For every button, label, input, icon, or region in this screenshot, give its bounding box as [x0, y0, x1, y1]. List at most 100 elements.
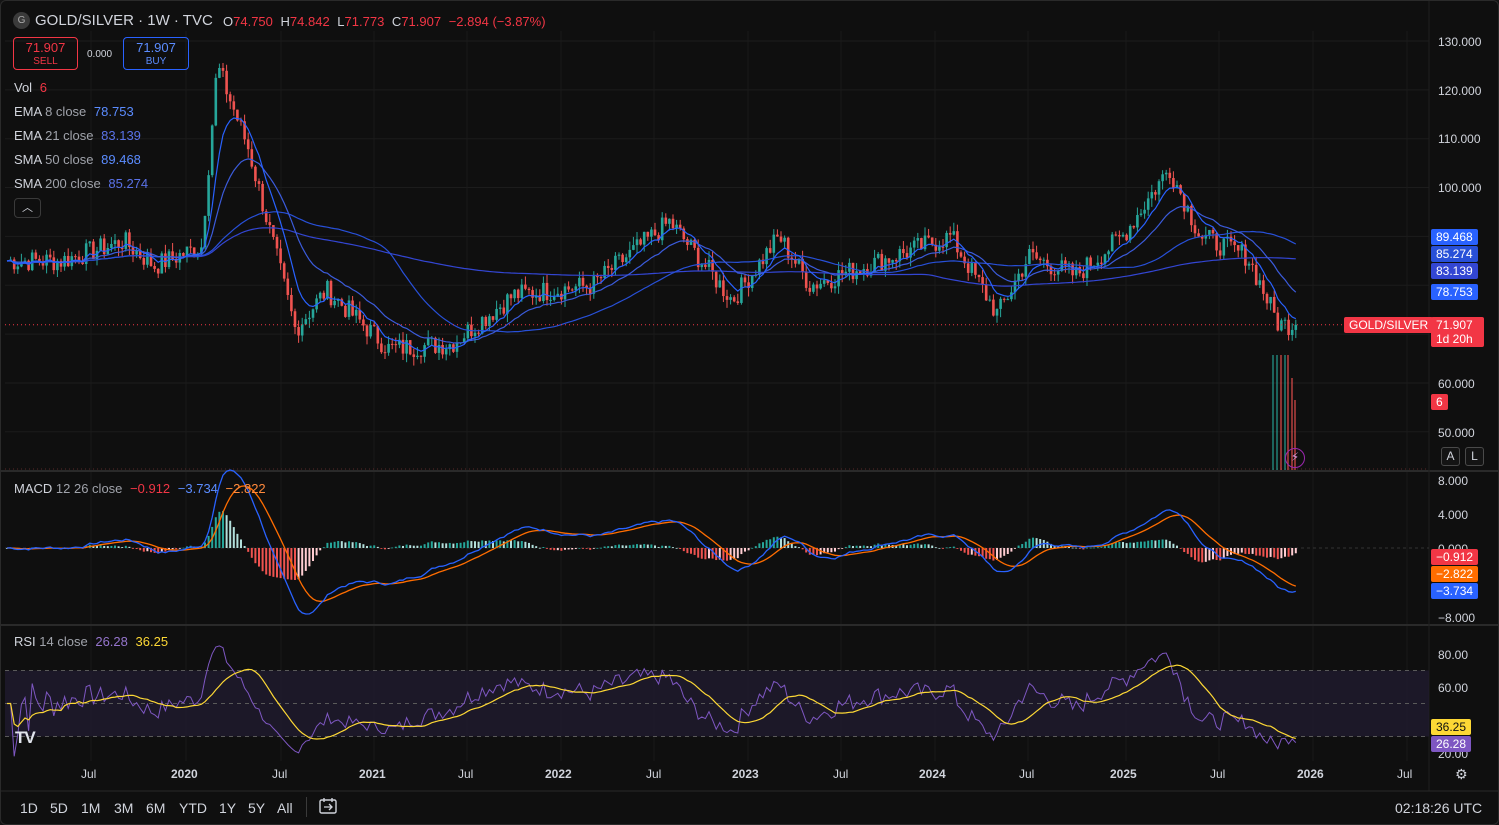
candle-body	[462, 338, 466, 343]
legend-volume[interactable]: Vol 6	[14, 80, 47, 95]
timeframe-all[interactable]: All	[277, 800, 293, 816]
volume-bar	[1272, 355, 1274, 470]
candle-body	[732, 297, 736, 302]
buy-button[interactable]: 71.907 BUY	[123, 37, 189, 70]
macd-histogram-bar	[625, 545, 628, 548]
candle-body	[761, 259, 765, 265]
candle-body	[930, 237, 934, 245]
legend-ema21[interactable]: EMA 21 close 83.139	[14, 128, 141, 143]
price-axis-label: 50.000	[1438, 426, 1475, 440]
legend-rsi-value: 26.28	[95, 634, 128, 649]
macd-histogram-bar	[308, 548, 311, 567]
candle-body	[1197, 233, 1200, 237]
candle-body	[354, 309, 358, 316]
candle-body	[383, 352, 387, 354]
candle-body	[246, 139, 250, 150]
legend-sma200[interactable]: SMA 200 close 85.274	[14, 176, 148, 191]
timeframe-5y[interactable]: 5Y	[248, 800, 266, 816]
candle-body	[549, 299, 552, 301]
timeframe-1d[interactable]: 1D	[20, 800, 38, 816]
symbol-title[interactable]: GOLD/SILVER · 1W · TVC	[35, 12, 213, 29]
candle-body	[603, 265, 606, 278]
ohlc-low-value: 71.773	[344, 14, 385, 29]
macd-histogram-bar	[556, 548, 559, 551]
macd-histogram-bar	[1291, 548, 1294, 556]
candle-body	[1100, 262, 1103, 264]
sma50-price-tag: 89.468	[1431, 229, 1478, 245]
candle-body	[52, 257, 56, 271]
time-axis-label: 2020	[171, 767, 198, 781]
macd-histogram-bar	[1161, 539, 1164, 548]
candle-body	[232, 101, 236, 110]
lightning-icon[interactable]: ⚡	[1285, 448, 1305, 468]
macd-histogram-bar	[225, 515, 228, 548]
auto-scale-button[interactable]: A	[1441, 447, 1460, 466]
candle-body	[1290, 329, 1294, 336]
time-axis-label: 2024	[919, 767, 946, 781]
macd-histogram-bar	[175, 548, 178, 550]
price-axis-label: 120.000	[1438, 84, 1482, 98]
candle-body	[110, 243, 113, 248]
collapse-legend-button[interactable]: ︿	[14, 198, 41, 218]
macd-histogram-bar	[1197, 548, 1200, 562]
timeframe-5d[interactable]: 5D	[50, 800, 68, 816]
macd-histogram-bar	[909, 544, 912, 548]
buy-label: BUY	[145, 56, 167, 67]
utc-clock[interactable]: 02:18:26 UTC	[1395, 800, 1483, 816]
macd-histogram-bar	[142, 548, 145, 552]
candle-body	[599, 277, 603, 279]
legend-macd[interactable]: MACD 12 26 close −0.912 −3.734 −2.822	[14, 481, 266, 496]
log-scale-button[interactable]: L	[1465, 447, 1484, 466]
candle-body	[880, 253, 884, 271]
legend-ema8[interactable]: EMA 8 close 78.753	[14, 104, 134, 119]
macd-histogram-bar	[423, 544, 426, 548]
time-axis-label: Jul	[833, 767, 849, 781]
candle-body	[401, 339, 405, 354]
legend-macd-params: 12 26 close	[55, 481, 123, 496]
timeframe-6m[interactable]: 6M	[146, 800, 166, 816]
candle-body	[1132, 225, 1136, 228]
macd-histogram-bar	[1104, 546, 1106, 548]
macd-histogram-bar	[1219, 548, 1222, 561]
macd-histogram-bar	[157, 548, 160, 554]
settings-gear-icon[interactable]: ⚙	[1455, 766, 1468, 782]
candle-body	[1128, 225, 1132, 241]
candle-body	[934, 244, 938, 251]
macd-histogram-bar	[445, 543, 448, 548]
candle-body	[650, 229, 653, 237]
macd-histogram-bar	[1068, 546, 1070, 548]
candle-body	[41, 262, 45, 266]
macd-histogram-bar	[250, 548, 253, 558]
macd-histogram-bar	[844, 546, 847, 548]
legend-volume-value: 6	[39, 80, 47, 95]
macd-histogram-bar	[949, 547, 952, 548]
macd-histogram-bar	[1233, 548, 1236, 555]
timeframe-1m[interactable]: 1M	[81, 800, 101, 816]
candle-body	[203, 215, 207, 248]
candle-body	[714, 271, 718, 288]
macd-histogram-bar	[945, 547, 948, 549]
candle-body	[912, 240, 916, 248]
legend-sma50[interactable]: SMA 50 close 89.468	[14, 152, 141, 167]
candle-body	[372, 325, 376, 327]
candle-body	[250, 149, 254, 167]
macd-histogram-bar	[481, 540, 484, 548]
macd-histogram-bar	[1032, 537, 1034, 548]
calendar-range-icon[interactable]	[318, 796, 338, 816]
candle-body	[1233, 241, 1236, 246]
timeframe-ytd[interactable]: YTD	[179, 800, 207, 816]
timeframe-1y[interactable]: 1Y	[219, 800, 237, 816]
candle-body	[34, 252, 38, 259]
legend-rsi[interactable]: RSI 14 close 26.28 36.25	[14, 634, 168, 649]
macd-histogram-bar	[1150, 540, 1153, 548]
candle-body	[992, 299, 995, 316]
tradingview-logo[interactable]: TV	[15, 728, 36, 747]
macd-histogram-bar	[884, 544, 887, 548]
macd-histogram-bar	[214, 517, 217, 548]
timeframe-3m[interactable]: 3M	[114, 800, 134, 816]
ohlc-open-value: 74.750	[233, 14, 273, 29]
macd-histogram-bar	[1240, 548, 1243, 553]
sell-button[interactable]: 71.907 SELL	[13, 37, 78, 70]
macd-histogram-bar	[942, 548, 944, 549]
